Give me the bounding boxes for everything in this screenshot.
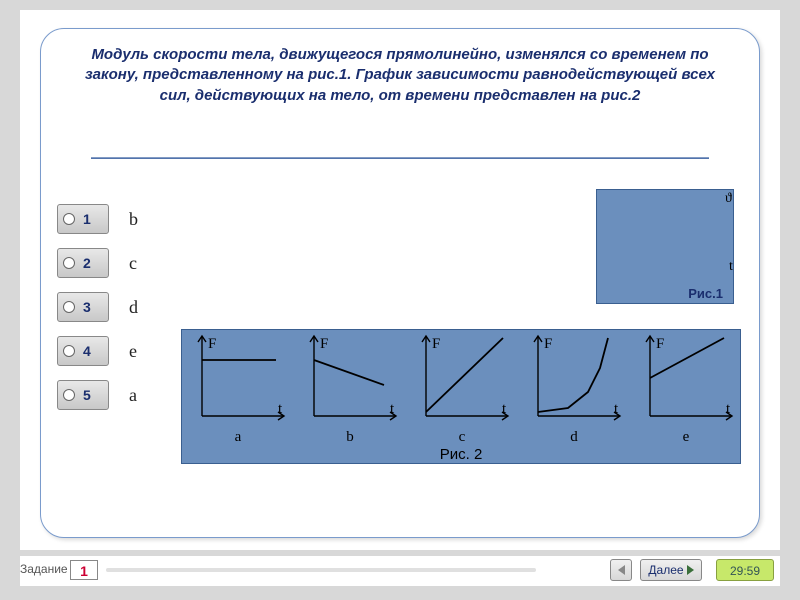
option-number: 4 <box>83 343 91 359</box>
option-button-1[interactable]: 1 <box>57 204 109 234</box>
mini-chart-label: e <box>683 429 690 446</box>
option-label: c <box>129 248 138 278</box>
mini-chart-label: d <box>570 429 578 446</box>
radio-icon <box>63 257 75 269</box>
mini-chart-svg: Ft <box>408 330 516 430</box>
radio-icon <box>63 345 75 357</box>
progress-track <box>106 568 536 572</box>
timer-display: 29:59 <box>716 559 774 581</box>
option-button-5[interactable]: 5 <box>57 380 109 410</box>
option-label: e <box>129 336 138 366</box>
task-label: Задание <box>20 562 68 576</box>
mini-chart-d: Ft d <box>520 330 628 442</box>
figure-1-caption: Рис.1 <box>688 286 723 301</box>
option-number: 2 <box>83 255 91 271</box>
chevron-left-icon <box>618 565 625 575</box>
option-label: b <box>129 204 138 234</box>
svg-text:F: F <box>432 336 440 352</box>
option-number: 5 <box>83 387 91 403</box>
mini-chart-a: Ft a <box>184 330 292 442</box>
option-button-3[interactable]: 3 <box>57 292 109 322</box>
svg-text:F: F <box>208 336 216 352</box>
mini-chart-svg: Ft <box>520 330 628 430</box>
mini-chart-c: Ft c <box>408 330 516 442</box>
svg-text:F: F <box>656 336 664 352</box>
mini-chart-svg: Ft <box>296 330 404 430</box>
mini-chart-label: a <box>235 429 242 446</box>
option-label: a <box>129 380 138 410</box>
radio-icon <box>63 389 75 401</box>
mini-chart-b: Ft b <box>296 330 404 442</box>
divider <box>91 157 709 159</box>
radio-icon <box>63 213 75 225</box>
svg-text:t: t <box>729 259 733 274</box>
options-column: 1 2 3 4 5 <box>57 204 127 424</box>
mini-chart-label: c <box>459 429 466 446</box>
footer-bar: Задание 1 Далее 29:59 <box>20 556 780 586</box>
question-text: Модуль скорости тела, движущегося прямол… <box>81 45 719 106</box>
option-button-2[interactable]: 2 <box>57 248 109 278</box>
radio-icon <box>63 301 75 313</box>
chevron-right-icon <box>687 565 694 575</box>
option-button-4[interactable]: 4 <box>57 336 109 366</box>
prev-button[interactable] <box>610 559 632 581</box>
mini-chart-svg: Ft <box>632 330 740 430</box>
svg-text:F: F <box>544 336 552 352</box>
mini-chart-svg: Ft <box>184 330 292 430</box>
mini-chart-e: Ft e <box>632 330 740 442</box>
option-label: d <box>129 292 138 322</box>
option-labels-column: b c d e a <box>129 204 138 424</box>
slide-outer: Модуль скорости тела, движущегося прямол… <box>20 10 780 550</box>
next-button-label: Далее <box>648 563 683 577</box>
mini-chart-label: b <box>346 429 354 446</box>
slide-card: Модуль скорости тела, движущегося прямол… <box>40 28 760 538</box>
option-number: 1 <box>83 211 91 227</box>
svg-text:F: F <box>320 336 328 352</box>
task-number: 1 <box>70 560 98 580</box>
next-button[interactable]: Далее <box>640 559 702 581</box>
figure-2-caption: Рис. 2 <box>440 446 483 463</box>
figure-1-chart: ϑt <box>603 182 733 290</box>
figure-2-panel: Ft aFt bFt cFt dFt e Рис. 2 <box>181 329 741 464</box>
svg-text:ϑ: ϑ <box>725 191 732 206</box>
figure-1-panel: ϑ t Рис.1 <box>596 189 734 304</box>
option-number: 3 <box>83 299 91 315</box>
